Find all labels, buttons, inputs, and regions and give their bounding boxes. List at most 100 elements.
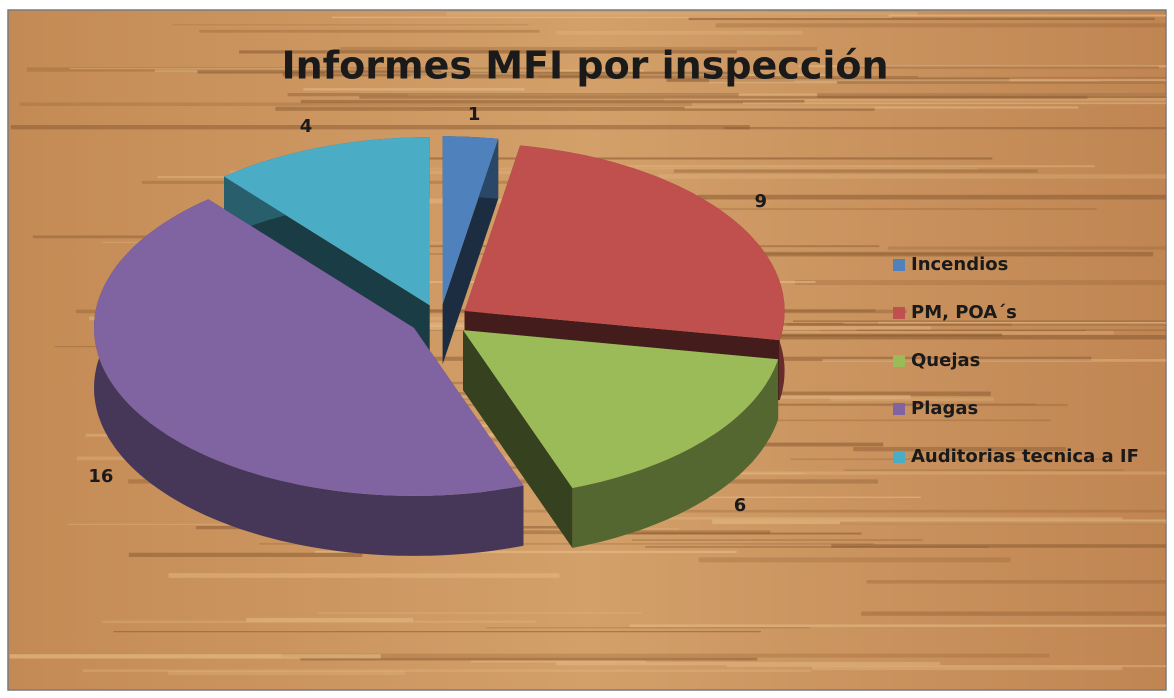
grain-stripe [128, 552, 363, 557]
grain-stripe [583, 496, 921, 498]
slice [224, 137, 430, 306]
grain-stripe [712, 519, 1166, 524]
data-label: 6 [734, 495, 747, 516]
grain-stripe [709, 78, 1166, 84]
grain-stripe [673, 169, 1038, 173]
legend-label: Quejas [911, 350, 980, 371]
grain-stripe [579, 532, 862, 535]
slice-side [94, 199, 524, 556]
grain-stripe [790, 458, 1102, 461]
grain-stripe [658, 174, 1166, 179]
chart-title: Informes MFI por inspección [281, 44, 888, 88]
grain-stripe [830, 397, 994, 401]
grain-stripe [841, 65, 1159, 69]
grain-stripe [168, 573, 560, 578]
grain-stripe [663, 98, 1166, 102]
grain-stripe [794, 280, 1166, 286]
grain-stripe [69, 68, 350, 70]
grain-stripe [698, 557, 1011, 563]
grain-stripe [315, 550, 737, 554]
data-label: 1 [468, 104, 481, 125]
grain-stripe [600, 251, 1154, 257]
legend-swatch [893, 451, 905, 463]
grain-stripe [300, 657, 758, 661]
grain-stripe [684, 106, 1079, 109]
grain-stripe [325, 72, 533, 74]
grain-stripe [26, 67, 553, 72]
grain-stripe [856, 329, 1166, 331]
grain-stripe [866, 580, 1166, 584]
grain-stripe [113, 631, 761, 633]
grain-stripe [793, 320, 1166, 322]
grain-stripe [697, 194, 1166, 200]
grain-stripe [715, 23, 1166, 28]
grain-stripe [844, 469, 1124, 471]
grain-stripe [840, 521, 1166, 525]
legend-label: Plagas [911, 398, 978, 419]
grain-stripe [407, 93, 1167, 97]
grain-stripe [787, 323, 1013, 326]
grain-stripe [822, 359, 1166, 362]
grain-stripe [340, 46, 817, 51]
grain-stripe [331, 16, 892, 19]
grain-stripe [282, 71, 736, 77]
grain-stripe [584, 517, 1123, 520]
data-label: 9 [755, 191, 768, 212]
grain-stripe [581, 76, 1166, 79]
grain-stripe [629, 624, 1166, 627]
grain-stripe [102, 620, 536, 624]
grain-stripe [817, 93, 1166, 98]
legend-swatch [893, 355, 905, 367]
grain-stripe [726, 665, 1166, 668]
grain-stripe [259, 543, 874, 545]
grain-stripe [742, 102, 1166, 105]
grain-stripe [486, 627, 810, 629]
grain-stripe [167, 670, 406, 676]
grain-stripe [172, 24, 529, 26]
grain-stripe [472, 323, 1167, 326]
slice [442, 136, 499, 305]
slice [463, 330, 779, 488]
grain-stripe [585, 403, 1037, 406]
grain-stripe [287, 93, 739, 97]
grain-stripe [318, 612, 642, 614]
grain-stripe [490, 330, 1114, 335]
grain-stripe [888, 14, 1166, 17]
grain-stripe [887, 246, 1166, 250]
grain-stripe [453, 74, 624, 79]
legend-label: PM, POA´s [911, 302, 1017, 323]
grain-stripe [556, 30, 803, 35]
grain-stripe [359, 95, 1088, 99]
grain-stripe [303, 88, 525, 91]
grain-stripe [660, 333, 1003, 337]
grain-stripe [843, 322, 1166, 324]
grain-stripe [631, 539, 923, 541]
grain-stripe [645, 546, 989, 548]
slice-side [463, 330, 573, 548]
data-label: 16 [88, 466, 113, 487]
grain-stripe [538, 76, 919, 78]
grain-stripe [861, 611, 1166, 616]
grain-stripe [239, 50, 737, 54]
legend-label: Incendios [911, 254, 1008, 275]
grain-stripe [9, 654, 381, 659]
grain-stripe [798, 65, 1166, 68]
legend-label: Auditorias tecnica a IF [911, 446, 1139, 467]
grain-stripe [688, 17, 1155, 21]
grain-stripe [517, 165, 1095, 168]
grain-stripe [246, 617, 414, 622]
grain-stripe [450, 509, 1166, 513]
grain-stripe [32, 235, 226, 239]
legend-swatch [893, 403, 905, 415]
grain-stripe [19, 102, 692, 107]
grain-stripe [229, 170, 641, 175]
grain-stripe [837, 81, 1166, 84]
grain-stripe [446, 12, 918, 16]
grain-stripe [199, 29, 540, 33]
slice [94, 199, 524, 496]
grain-stripe [275, 106, 875, 111]
data-label: 4 [300, 116, 313, 137]
grain-stripe [410, 73, 827, 77]
